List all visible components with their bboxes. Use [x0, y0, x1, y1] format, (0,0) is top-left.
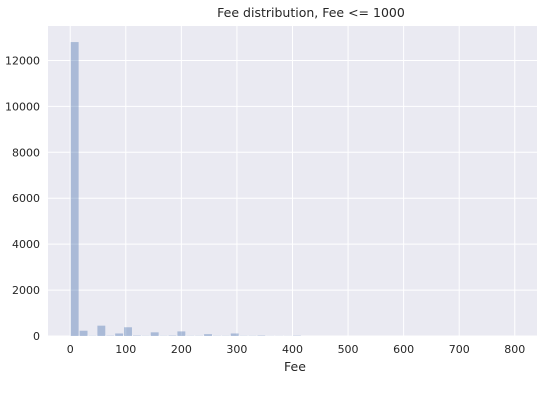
x-tick-label: 400 — [282, 343, 303, 356]
y-tick-label: 8000 — [12, 146, 40, 159]
histogram-bars — [70, 42, 301, 337]
histogram-bar — [70, 42, 79, 337]
x-tick-label: 700 — [449, 343, 470, 356]
y-tick-label: 12000 — [5, 54, 40, 67]
chart-title: Fee distribution, Fee <= 1000 — [217, 5, 405, 20]
histogram-bar — [177, 331, 186, 336]
histogram-bar — [204, 334, 212, 336]
x-axis-label: Fee — [284, 359, 306, 374]
x-tick-label: 100 — [115, 343, 136, 356]
x-tick-labels: 0 100 200 300 400 500 600 700 800 — [67, 343, 526, 356]
histogram-bar — [230, 333, 239, 336]
y-tick-label: 4000 — [12, 238, 40, 251]
x-tick-label: 0 — [67, 343, 74, 356]
histogram-bar — [150, 332, 159, 336]
y-tick-label: 0 — [33, 330, 40, 343]
histogram-bar — [124, 327, 132, 336]
grid-lines — [48, 26, 537, 337]
x-tick-label: 600 — [393, 343, 414, 356]
histogram-bar — [79, 330, 88, 336]
y-tick-labels: 0 2000 4000 6000 8000 10000 12000 — [5, 54, 40, 343]
x-tick-label: 500 — [338, 343, 359, 356]
y-tick-label: 10000 — [5, 100, 40, 113]
y-tick-label: 2000 — [12, 284, 40, 297]
x-tick-label: 300 — [226, 343, 247, 356]
histogram-bar — [97, 325, 106, 336]
y-tick-label: 6000 — [12, 192, 40, 205]
histogram-bar — [115, 333, 124, 336]
x-tick-label: 200 — [171, 343, 192, 356]
x-tick-label: 800 — [504, 343, 525, 356]
